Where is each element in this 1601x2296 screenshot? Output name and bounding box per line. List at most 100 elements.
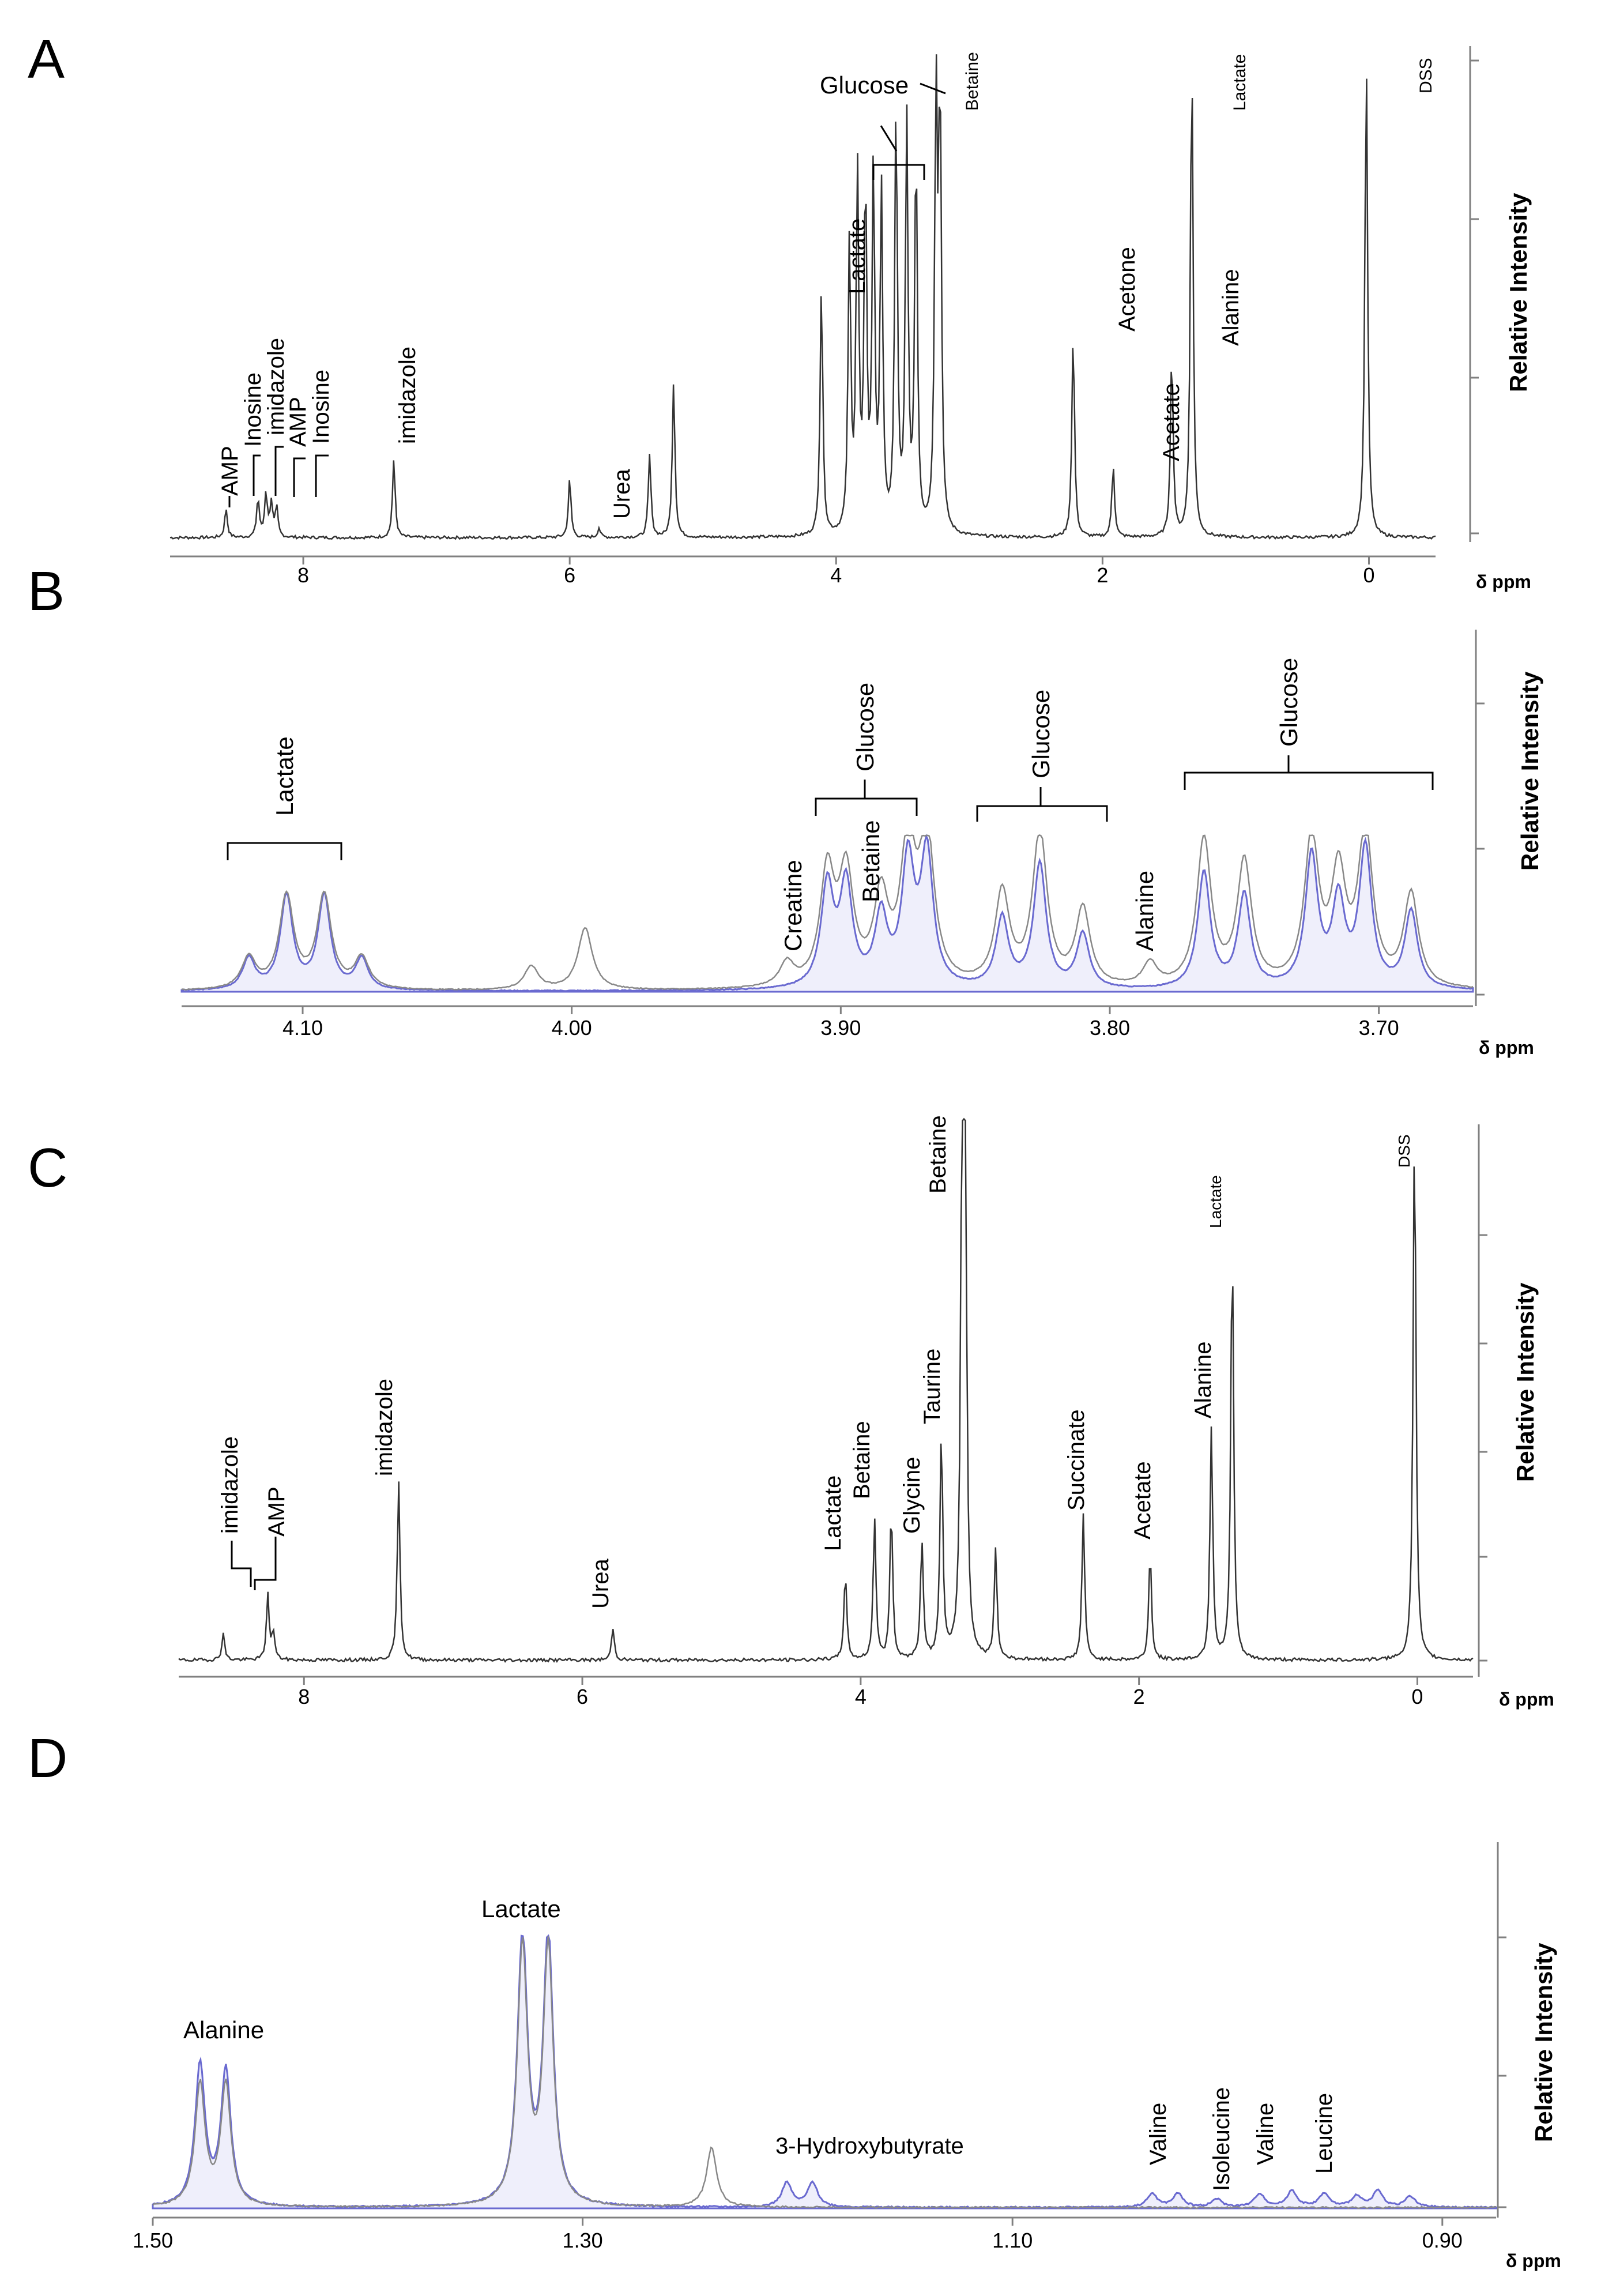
panel-a-left-connectors <box>228 446 329 507</box>
x-tick-label-d-1: 1.30 <box>563 2229 603 2252</box>
x-tick-label-a-2: 4 <box>830 563 842 587</box>
spectrum-line-a <box>169 54 1436 540</box>
x-tick-label-d-0: 1.50 <box>133 2229 173 2252</box>
x-tick-label-c-4: 0 <box>1411 1685 1423 1708</box>
x-tick-label-d-3: 0.90 <box>1422 2229 1463 2252</box>
panel-letter-b: B <box>28 560 65 622</box>
panel-c-ppm-label: δ ppm <box>1499 1689 1554 1710</box>
panel-a-glucose-bracket <box>872 82 946 180</box>
label-c-urea: Urea <box>588 1559 613 1609</box>
label-d-isoleucine: Isoleucine <box>1209 2087 1234 2191</box>
x-tick-label-b-0: 4.10 <box>282 1016 323 1040</box>
label-b-alanine: Alanine <box>1131 871 1158 951</box>
panel-b-intensity-label: Relative Intensity <box>1516 671 1543 871</box>
label-a-acetone: Acetone <box>1114 247 1140 332</box>
x-tick-label-a-3: 2 <box>1097 563 1108 587</box>
label-c-acetate: Acetate <box>1130 1461 1155 1540</box>
panel-b-glucose1-bracket <box>815 780 918 816</box>
label-a-urea: Urea <box>609 469 635 519</box>
label-c-alanine: Alanine <box>1191 1342 1216 1418</box>
label-c-dss: DSS <box>1395 1134 1413 1168</box>
spectrum-line-d-gray <box>152 1936 1497 2210</box>
label-b-creatine: Creatine <box>779 860 807 951</box>
panel-b-spectrum <box>180 833 1474 993</box>
panel-b-ppm-label: δ ppm <box>1479 1037 1534 1058</box>
panel-b-x-ticks: 4.10 4.00 3.90 3.80 3.70 <box>282 1006 1399 1040</box>
x-tick-label-a-1: 6 <box>564 563 575 587</box>
label-c-lactate1: Lactate <box>820 1476 846 1551</box>
x-tick-label-b-3: 3.80 <box>1090 1016 1130 1040</box>
label-b-glucose3: Glucose <box>1275 658 1302 747</box>
panel-letter-a: A <box>28 28 65 90</box>
label-d-valine2: Valine <box>1253 2103 1278 2165</box>
panel-b-glucose3-bracket <box>1184 755 1434 790</box>
spectrum-line-d-blue <box>152 1934 1497 2210</box>
x-tick-label-b-1: 4.00 <box>552 1016 592 1040</box>
panel-b-glucose2-bracket <box>976 787 1108 822</box>
panel-letter-d: D <box>28 1727 67 1789</box>
panel-a-x-ticks: 8 6 4 2 0 <box>297 556 1374 587</box>
panel-d-intensity-label: Relative Intensity <box>1530 1943 1557 2142</box>
x-tick-label-b-2: 3.90 <box>820 1016 861 1040</box>
label-c-taurine: Taurine <box>920 1349 945 1424</box>
label-b-glucose1: Glucose <box>852 683 879 771</box>
panel-c-y-ticks <box>1479 1234 1487 1662</box>
label-b-betaine: Betaine <box>857 820 884 902</box>
label-d-hydroxybutyrate: 3-Hydroxybutyrate <box>775 2133 964 2159</box>
label-d-alanine: Alanine <box>183 2016 264 2043</box>
label-a-lactate2: Lactate <box>1230 54 1249 111</box>
x-tick-label-c-2: 4 <box>855 1685 867 1708</box>
label-a-imidazole2: imidazole <box>395 347 420 444</box>
label-a-amp2: AMP <box>285 397 311 447</box>
x-tick-label-b-4: 3.70 <box>1359 1016 1399 1040</box>
panel-d-y-ticks <box>1498 1936 1506 2208</box>
panel-a-spectrum <box>169 54 1436 540</box>
label-c-succinate: Succinate <box>1064 1409 1089 1511</box>
label-c-betaine1: Betaine <box>849 1421 875 1499</box>
label-d-valine1: Valine <box>1146 2103 1171 2165</box>
panel-d: D 1.50 1.30 1.10 0.90 δ ppm Relative Intens… <box>28 1727 1561 2271</box>
label-a-lactate1: Lactate <box>845 219 870 294</box>
panel-b: B 4.10 4.00 3.90 3.80 3.70 δ ppm Relative In… <box>28 560 1543 1058</box>
panel-d-ppm-label: δ ppm <box>1506 2250 1561 2271</box>
x-tick-label-d-2: 1.10 <box>992 2229 1033 2252</box>
panel-c-x-ticks: 8 6 4 2 0 <box>298 1677 1423 1708</box>
panel-a-y-ticks <box>1470 59 1479 535</box>
panel-b-y-ticks <box>1476 702 1485 996</box>
label-b-glucose2: Glucose <box>1027 690 1054 778</box>
panel-c-intensity-label: Relative Intensity <box>1512 1282 1539 1482</box>
panel-a: A 8 6 4 2 0 δ ppm Relative Intensity AMP Ino… <box>28 28 1532 592</box>
x-tick-label-a-0: 8 <box>297 563 309 587</box>
panel-d-spectrum <box>152 1934 1497 2210</box>
label-c-lactate2: Lactate <box>1207 1175 1225 1228</box>
label-c-amp: AMP <box>264 1486 289 1537</box>
panel-c-spectrum <box>178 1117 1474 1663</box>
label-a-dss: DSS <box>1417 58 1436 93</box>
x-tick-label-a-4: 0 <box>1363 563 1374 587</box>
spectrum-line-b-gray <box>181 834 1474 991</box>
label-a-imidazole1: imidazole <box>263 338 289 435</box>
label-c-imidazole2: imidazole <box>372 1379 397 1476</box>
panel-c: C 8 6 4 2 0 δ ppm Relative Intensity imidazo… <box>28 1115 1554 1710</box>
label-d-leucine: Leucine <box>1312 2093 1337 2174</box>
x-tick-label-c-3: 2 <box>1133 1685 1145 1708</box>
label-a-inosine1: Inosine <box>240 372 266 447</box>
panel-d-x-ticks: 1.50 1.30 1.10 0.90 <box>133 2218 1463 2252</box>
label-a-glucose: Glucose <box>820 71 909 99</box>
label-d-lactate: Lactate <box>481 1895 561 1922</box>
label-a-inosine2: Inosine <box>308 370 334 444</box>
panel-letter-c: C <box>28 1137 67 1199</box>
label-b-lactate: Lactate <box>271 736 298 816</box>
label-a-betaine: Betaine <box>963 52 982 111</box>
panel-a-ppm-label: δ ppm <box>1476 571 1531 592</box>
panel-a-intensity-label: Relative Intensity <box>1505 193 1532 392</box>
spectrum-line-b-blue <box>180 833 1474 993</box>
label-a-alanine: Alanine <box>1218 269 1244 346</box>
label-a-acetate: Acetate <box>1159 383 1184 461</box>
panel-c-left-connectors <box>231 1537 277 1590</box>
label-c-imidazole1: imidazole <box>217 1436 243 1534</box>
label-c-betaine2: Betaine <box>925 1115 951 1194</box>
spectrum-line-c <box>178 1117 1474 1663</box>
panel-b-lactate-bracket <box>227 842 342 860</box>
